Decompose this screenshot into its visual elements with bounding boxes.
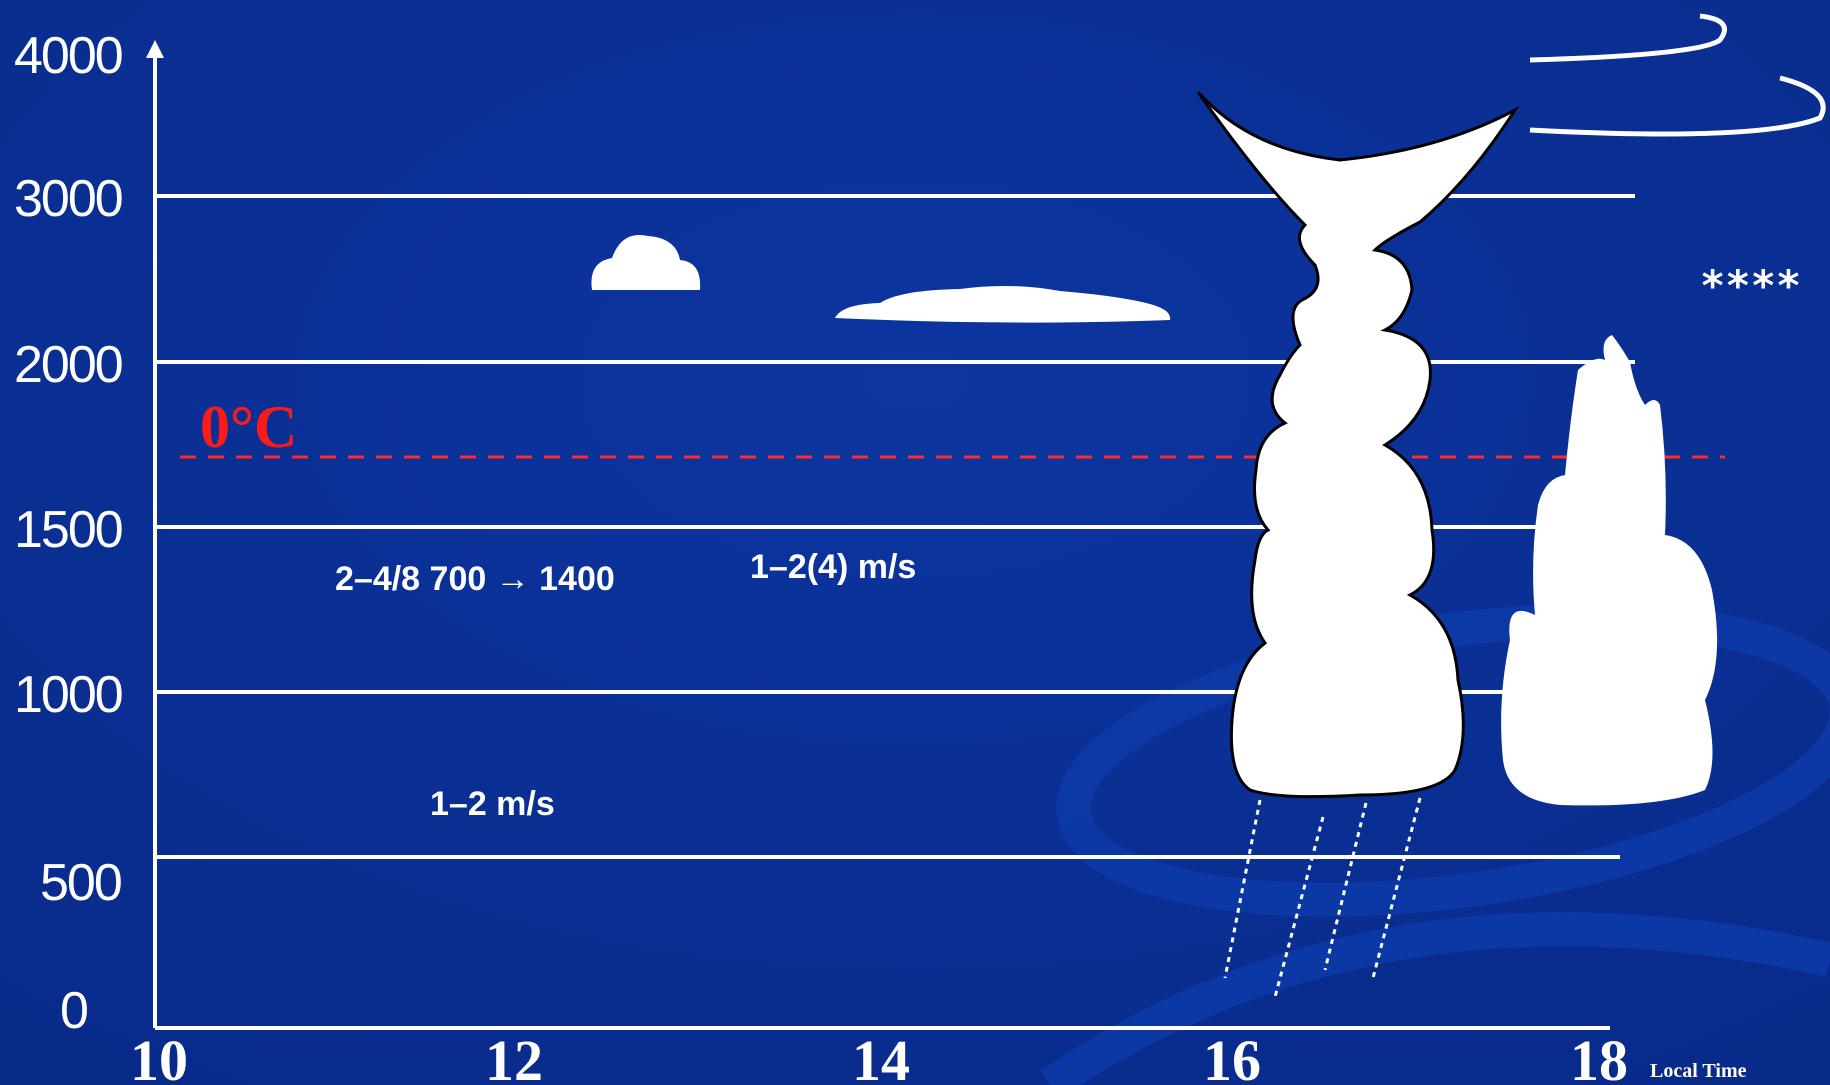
cumulus-cloud-icon [591, 234, 701, 290]
y-tick-1500: 1500 [14, 501, 122, 559]
y-tick-1000: 1000 [14, 666, 122, 724]
precipitation-stars: **** [1700, 261, 1801, 310]
x-tick-18: 18 [1570, 1028, 1628, 1085]
y-tick-3000: 3000 [14, 170, 122, 228]
x-tick-12: 12 [485, 1028, 543, 1085]
rain-streaks-icon [1223, 797, 1422, 998]
x-tick-labels: 10 12 14 16 18 Local Time [130, 1028, 1747, 1085]
cloud-cover-annotation: 2–4/8 700 → 1400 [335, 560, 615, 598]
cirrus-wisp-icon [1529, 13, 1826, 137]
y-tick-500: 500 [40, 854, 121, 912]
y-tick-2000: 2000 [14, 336, 122, 394]
x-tick-10: 10 [130, 1028, 188, 1085]
towering-cumulus-icon [1501, 335, 1718, 806]
y-tick-labels: 4000 3000 2000 1500 1000 500 0 [14, 27, 124, 1040]
x-axis-unit-label: Local Time [1650, 1060, 1747, 1082]
freezing-level-label: 0°C [200, 394, 297, 460]
cumulonimbus-icon [1196, 90, 1520, 799]
x-tick-14: 14 [852, 1028, 910, 1085]
upper-lift-annotation: 1–2(4) m/s [750, 548, 916, 586]
flat-cloud-icon [835, 285, 1171, 323]
y-tick-4000: 4000 [14, 27, 122, 85]
x-tick-16: 16 [1203, 1028, 1261, 1085]
lower-lift-annotation: 1–2 m/s [430, 785, 555, 823]
y-axis-arrow-icon [146, 40, 164, 58]
y-tick-0: 0 [60, 982, 87, 1040]
axes [153, 55, 1610, 1030]
